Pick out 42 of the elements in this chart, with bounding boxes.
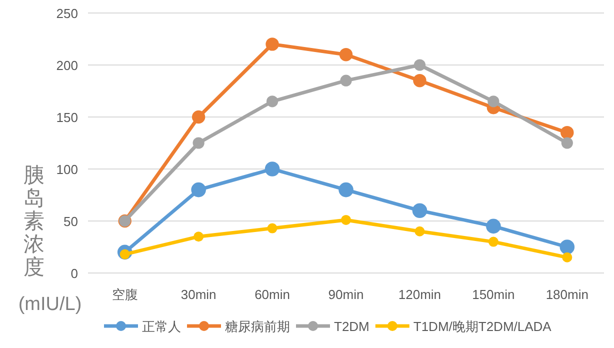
- point: [414, 59, 426, 71]
- point: [488, 96, 500, 108]
- point: [486, 218, 501, 234]
- point: [340, 74, 352, 86]
- point: [266, 38, 279, 51]
- point: [560, 240, 575, 254]
- point: [561, 137, 573, 149]
- point: [488, 236, 498, 247]
- point: [562, 252, 572, 262]
- y-tick-label: 250: [56, 6, 78, 21]
- legend-label: 正常人: [142, 319, 181, 334]
- point: [192, 137, 204, 149]
- point: [192, 110, 206, 124]
- point: [413, 74, 426, 88]
- legend-label: T1DM/晚期T2DM/LADA: [413, 319, 552, 334]
- x-tick-label: 150min: [472, 287, 515, 302]
- point: [560, 126, 574, 140]
- y-tick-label: 0: [70, 266, 78, 281]
- legend-label: T2DM: [334, 319, 370, 334]
- legend-label: 糖尿病前期: [225, 319, 290, 334]
- point: [191, 182, 206, 198]
- text: (mIU/L): [18, 294, 82, 315]
- x-tick-label: 60min: [254, 287, 290, 302]
- point: [412, 203, 428, 218]
- ylabel: 胰岛素浓度: [24, 164, 44, 279]
- point: [339, 48, 353, 62]
- point: [338, 182, 354, 198]
- point: [414, 226, 425, 236]
- point: [266, 96, 278, 108]
- point: [341, 214, 351, 225]
- x-tick-label: 空腹: [112, 287, 138, 302]
- y-tick-label: 100: [56, 162, 78, 177]
- x-tick-label: 180min: [546, 287, 588, 302]
- y-tick-label: 150: [56, 110, 78, 125]
- point: [194, 232, 204, 242]
- x-tick-label: 120min: [398, 287, 442, 302]
- y-tick-label: 50: [64, 214, 78, 229]
- point: [264, 162, 280, 176]
- y-tick-label: 200: [56, 58, 78, 73]
- point: [267, 223, 278, 234]
- x-tick-label: 90min: [328, 287, 364, 302]
- x-tick-label: 30min: [180, 287, 216, 302]
